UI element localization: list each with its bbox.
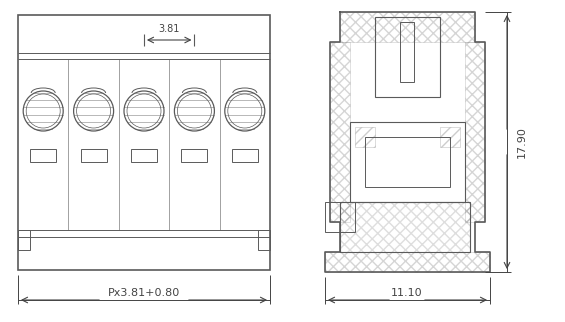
Bar — [465, 42, 485, 222]
Text: 11.10: 11.10 — [391, 288, 423, 298]
Bar — [365, 137, 450, 187]
Bar — [18, 230, 30, 250]
Bar — [350, 122, 465, 202]
Bar — [340, 202, 470, 252]
Bar — [232, 149, 258, 162]
Bar — [258, 230, 270, 250]
Bar — [355, 127, 375, 147]
Bar — [131, 149, 157, 162]
Bar — [340, 202, 470, 252]
Bar — [30, 149, 56, 162]
Bar — [81, 149, 107, 162]
Text: 17.90: 17.90 — [517, 126, 527, 158]
Bar — [400, 22, 414, 82]
Bar — [440, 127, 460, 147]
Bar — [18, 15, 270, 270]
Bar — [325, 202, 355, 232]
Text: Px3.81+0.80: Px3.81+0.80 — [108, 288, 180, 298]
Text: 3.81: 3.81 — [159, 24, 180, 34]
Bar — [325, 252, 490, 272]
Bar — [375, 17, 440, 97]
Bar — [330, 42, 350, 222]
Bar — [181, 149, 207, 162]
Bar — [340, 12, 475, 42]
